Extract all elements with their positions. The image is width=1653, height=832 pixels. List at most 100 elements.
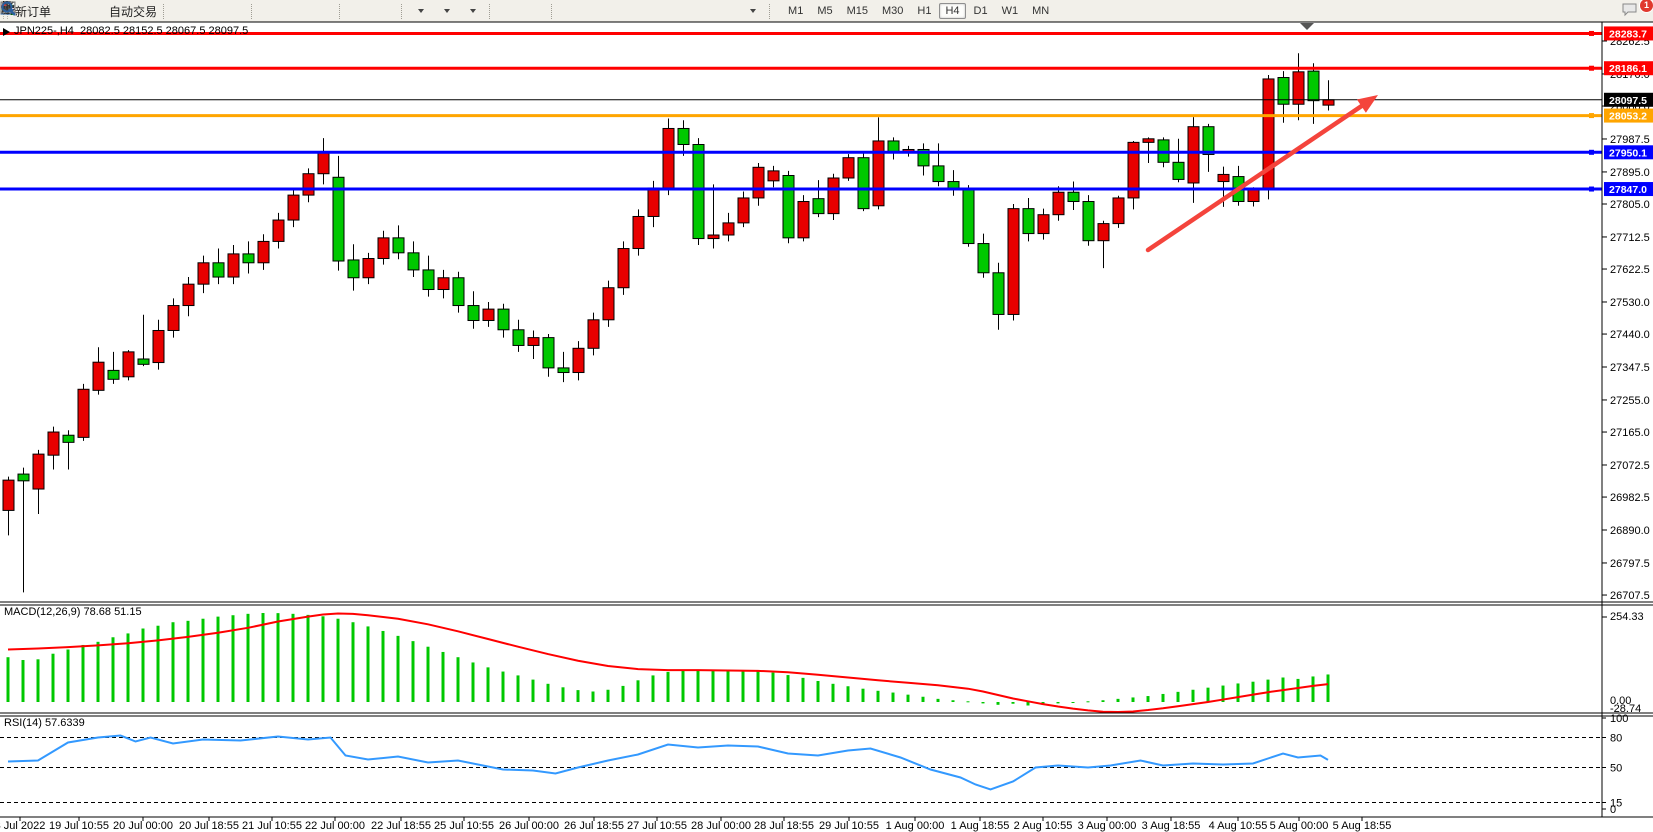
macd-histogram-bar [771,672,775,702]
candle-bear [1277,77,1290,105]
macd-histogram-bar [621,685,625,702]
notifications-button[interactable]: 1 [1621,0,1653,21]
macd-histogram-bar [1176,691,1180,702]
toolbar-separator [163,3,165,19]
candle-bear [692,144,705,240]
chart-title: JPN225-,H4 28082.5 28152.5 28067.5 28097… [14,25,248,37]
price-axis-label: 26797.5 [1610,558,1650,570]
timeframe-button-M1[interactable]: M1 [788,5,804,17]
macd-histogram-bar [1101,700,1105,702]
candle-bear [1307,70,1320,102]
rsi-axis-label: 100 [1610,713,1628,725]
price-axis-label: 26890.0 [1610,525,1650,537]
timeframe-button-D1[interactable]: D1 [973,5,988,17]
candle-bull [752,166,765,199]
candle-bull [1187,126,1200,184]
macd-histogram-bar [156,625,160,702]
candle-bear [1082,201,1095,242]
macd-histogram-bar [396,635,400,702]
timeframe-button-H1[interactable]: H1 [917,5,932,17]
candle-bull [527,337,540,346]
macd-histogram-bar [996,702,1000,705]
macd-histogram-bar [1311,676,1315,702]
text-button[interactable]: A [3,1,713,21]
candle-bull [2,479,15,511]
macd-histogram-bar [846,686,850,702]
candle-bull [1097,223,1110,242]
macd-histogram-bar [981,702,985,704]
candle-bull [32,453,45,490]
candle-bull [647,187,660,217]
candle-bull [1322,99,1335,106]
trend-arrow-line[interactable] [1145,96,1375,253]
chart-symbol-period: JPN225-,H4 [14,25,74,37]
level-handle[interactable] [1589,65,1594,71]
time-axis-label: 3 Aug 18:55 [1142,820,1201,832]
macd-histogram-bar [951,700,955,702]
timeframe-button-M30[interactable]: M30 [882,5,904,17]
timeframe-button-MN[interactable]: MN [1032,5,1050,17]
macd-histogram-bar [666,671,670,702]
time-axis-label: 22 Jul 00:00 [305,820,365,832]
trend-arrow-head[interactable] [1356,95,1378,113]
candle-bull [1037,214,1050,235]
search-button[interactable] [1,1,1613,21]
candle-bull [707,234,720,240]
candle-bear [17,473,30,482]
macd-histogram-bar [1251,681,1255,702]
rsi-value: 57.6339 [44,717,85,729]
macd-histogram-bar [921,696,925,702]
candle-bull [377,237,390,260]
macd-histogram-bar [351,622,355,702]
candle-bear [782,174,795,239]
candle-bear [1022,208,1035,235]
macd-axis-zero: 0.00 [1610,695,1631,707]
candle-bear [392,237,405,254]
candle-bear [992,272,1005,315]
level-handle[interactable] [1589,30,1594,36]
candle-bull [272,219,285,242]
price-axis-label: 27255.0 [1610,395,1650,407]
price-axis-label: 27712.5 [1610,232,1650,244]
candle-bull [797,201,810,239]
candle-bear [497,308,510,331]
candle-bull [722,222,735,236]
price-axis-label: 26982.5 [1610,492,1650,504]
macd-histogram-bar [96,641,100,702]
timeframe-button-W1[interactable]: W1 [1001,5,1019,17]
time-axis-label: 5 Aug 18:55 [1333,820,1392,832]
level-handle[interactable] [1589,149,1594,155]
candle-bear [62,434,75,443]
macd-histogram-bar [1011,702,1015,704]
svg-text:T: T [5,3,11,13]
candle-bear [977,243,990,274]
macd-histogram-bar [111,637,115,702]
toolbar-separator [769,3,771,19]
macd-histogram-bar [1071,702,1075,703]
chart-shift-marker[interactable] [1300,23,1314,30]
candle-bear [512,329,525,346]
rsi-axis-label: 15 [1610,798,1622,810]
macd-histogram-bar [1221,685,1225,702]
time-axis-label: 1 Aug 18:55 [951,820,1010,832]
level-handle[interactable] [1589,186,1594,192]
toolbar-separator [401,3,403,19]
macd-histogram-bar [36,659,40,702]
macd-histogram-bar [411,641,415,702]
macd-histogram-bar [336,618,340,702]
time-axis-label: 20 Jul 00:00 [113,820,173,832]
price-badge-box [1604,145,1653,160]
candle-bear [1172,161,1185,180]
macd-histogram-bar [756,671,760,702]
macd-histogram-bar [246,613,250,702]
level-handle[interactable] [1589,113,1594,119]
candle-bear [422,269,435,291]
candle-bull [437,277,450,291]
candle-bull [872,140,885,207]
timeframe-button-H4[interactable]: H4 [939,3,966,19]
timeframe-button-M15[interactable]: M15 [846,5,868,17]
timeframe-button-M5[interactable]: M5 [817,5,833,17]
price-badge-box [1604,26,1653,41]
